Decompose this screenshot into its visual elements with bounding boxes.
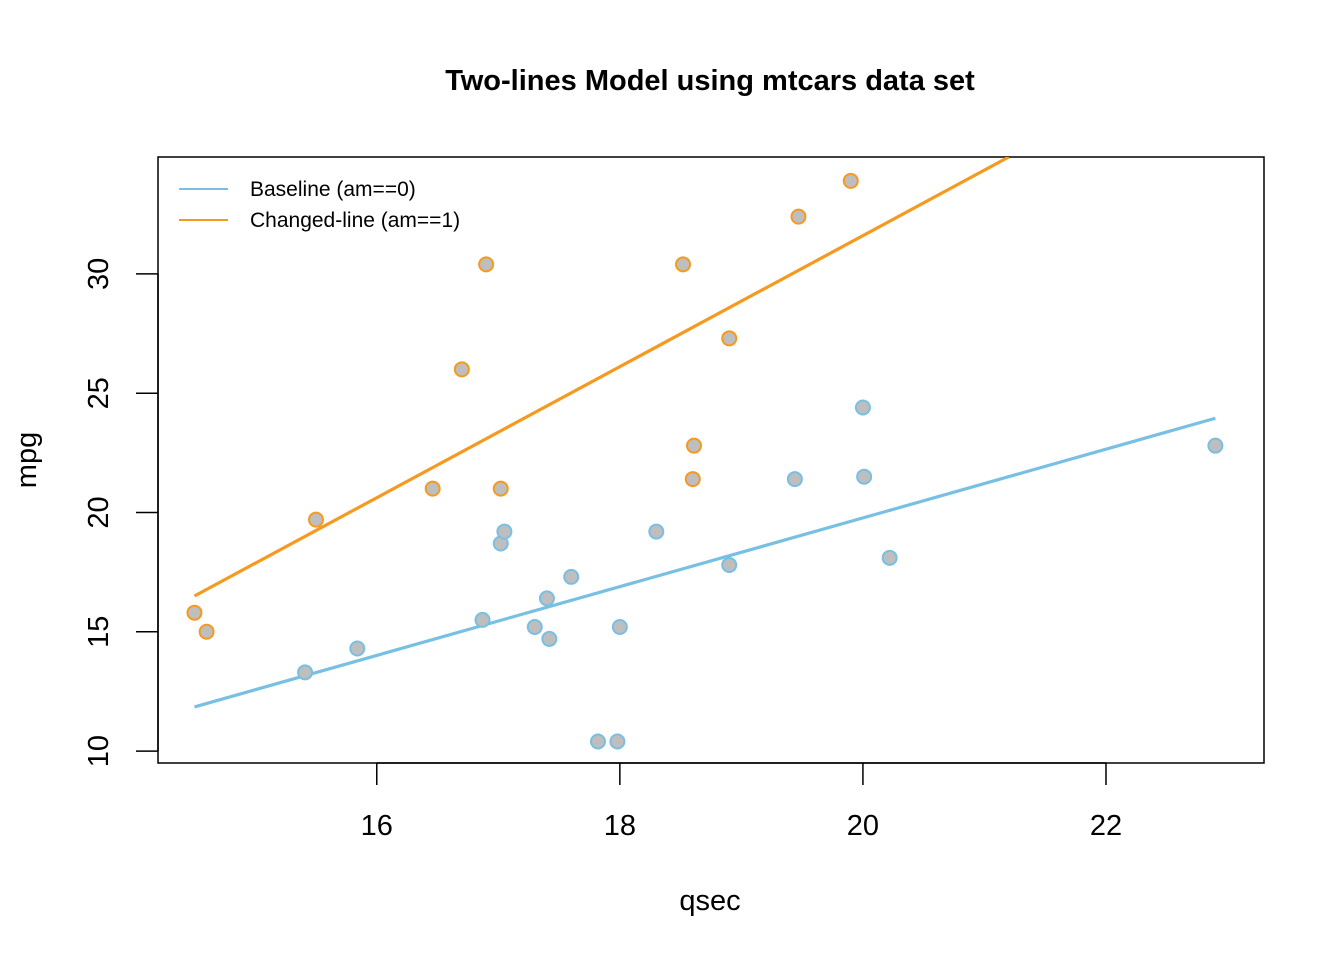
- data-point-series-1: [198, 623, 215, 640]
- data-point-series-0: [648, 523, 665, 540]
- legend-label-series-1: Changed-line (am==1): [250, 209, 460, 232]
- data-point-series-0: [721, 556, 738, 573]
- data-point-series-1: [478, 256, 495, 273]
- data-point-series-0: [349, 640, 366, 657]
- y-tick-label: 15: [83, 616, 115, 648]
- data-point-series-1: [453, 361, 470, 378]
- x-tick-label: 22: [1090, 810, 1122, 842]
- data-point-series-1: [308, 511, 324, 528]
- data-point-series-1: [492, 480, 509, 497]
- data-point-series-0: [589, 733, 606, 750]
- y-tick-label: 30: [83, 258, 115, 290]
- data-point-series-0: [611, 619, 628, 636]
- chart-title: Two-lines Model using mtcars data set: [445, 65, 975, 97]
- data-point-series-0: [854, 399, 871, 416]
- data-point-series-0: [563, 568, 580, 585]
- data-point-series-0: [297, 664, 314, 681]
- data-point-series-0: [526, 619, 543, 636]
- data-point-series-0: [856, 468, 873, 485]
- data-point-series-1: [186, 604, 203, 621]
- data-point-series-1: [684, 471, 701, 488]
- y-tick-label: 10: [83, 735, 115, 767]
- data-point-series-0: [541, 630, 558, 647]
- data-point-series-0: [786, 471, 803, 488]
- data-point-series-1: [790, 208, 807, 225]
- data-point-series-1: [424, 480, 441, 497]
- x-axis-label: qsec: [679, 885, 740, 917]
- x-tick-label: 18: [604, 810, 636, 842]
- data-point-series-0: [538, 590, 555, 607]
- plot-area: 16 18 20 22 10 15 20 25 30: [83, 156, 1265, 842]
- fit-line-series-1: [193, 157, 1010, 598]
- legend-label-series-0: Baseline (am==0): [250, 178, 416, 201]
- fit-line-series-0: [194, 416, 1216, 709]
- y-tick-label: 25: [83, 377, 115, 409]
- y-axis-label: mpg: [11, 432, 43, 488]
- data-point-series-0: [1207, 437, 1224, 454]
- y-tick-label: 20: [83, 496, 115, 528]
- data-point-series-1: [721, 330, 738, 347]
- data-point-series-1: [685, 437, 702, 454]
- data-point-series-1: [842, 172, 859, 189]
- data-point-series-0: [474, 611, 491, 628]
- x-tick-label: 20: [847, 810, 879, 842]
- data-point-series-0: [609, 733, 626, 750]
- x-tick-label: 16: [361, 810, 393, 842]
- data-point-series-1: [675, 256, 692, 273]
- data-point-series-0: [881, 549, 898, 566]
- plot-frame: [157, 156, 1265, 764]
- legend: Baseline (am==0) Changed-line (am==1): [179, 178, 460, 232]
- data-point-series-0: [496, 523, 513, 540]
